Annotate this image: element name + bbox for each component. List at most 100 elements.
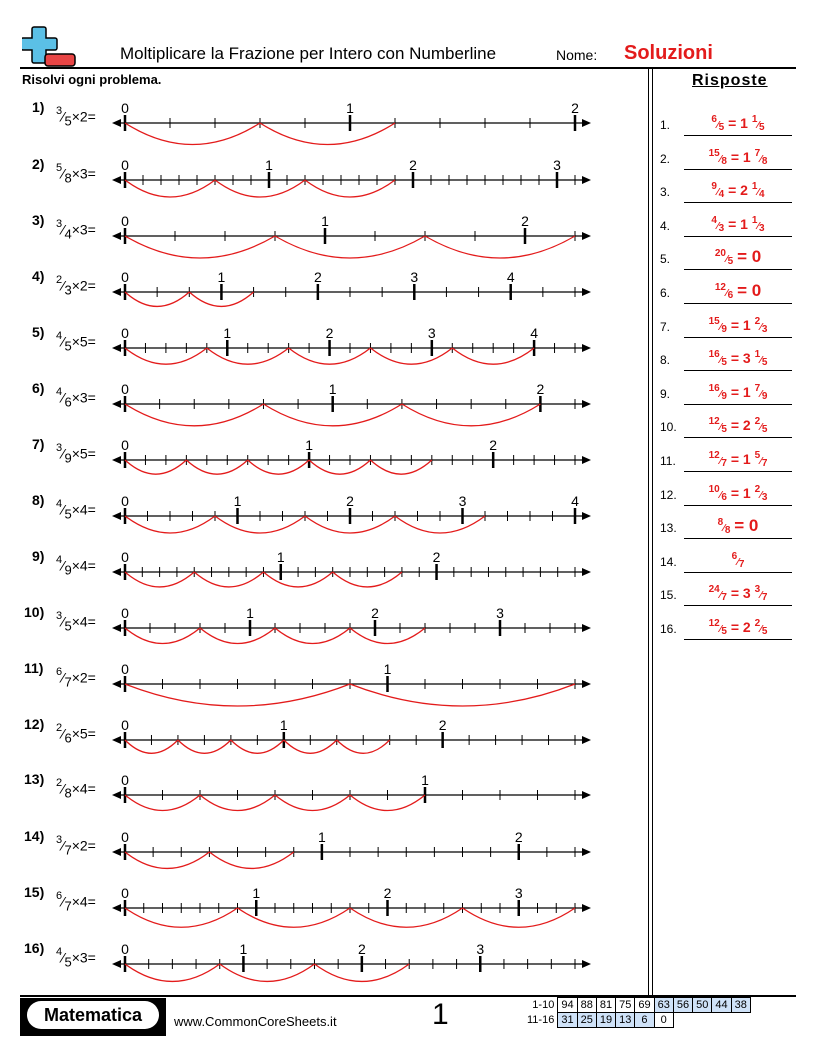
answer-number: 15. bbox=[660, 588, 677, 603]
answer-number: 16. bbox=[660, 622, 677, 636]
number-line: 0 1 2 bbox=[112, 381, 591, 427]
svg-text:3: 3 bbox=[428, 325, 436, 341]
svg-text:3: 3 bbox=[515, 885, 523, 901]
score-cell: 50 bbox=[692, 997, 713, 1013]
problem-number: 3) bbox=[32, 212, 45, 228]
denominator: 3 bbox=[64, 282, 72, 298]
answer-number: 2. bbox=[660, 151, 671, 166]
svg-text:3: 3 bbox=[496, 605, 504, 621]
svg-text:2: 2 bbox=[536, 381, 544, 397]
multiplier: ×3= bbox=[71, 221, 96, 238]
answer-row: 11. 12⁄7 = 1 5⁄7 bbox=[660, 438, 792, 472]
numerator: 3 bbox=[56, 218, 63, 230]
numerator: 3 bbox=[56, 610, 63, 622]
problem-expression: 3⁄9×5= bbox=[56, 442, 96, 466]
svg-text:0: 0 bbox=[121, 437, 129, 453]
answer-line bbox=[684, 605, 792, 607]
problem-expression: 6⁄7×4= bbox=[56, 890, 96, 914]
number-line: 0 1 2 bbox=[112, 437, 591, 475]
denominator: 5 bbox=[64, 113, 72, 129]
denominator: 4 bbox=[64, 226, 72, 242]
problem-expression: 4⁄5×5= bbox=[56, 330, 96, 354]
score-table: 1-10 94 88 81 75 69 63 56 50 44 38 11-16 31 25 19 13 6 0 bbox=[524, 997, 751, 1028]
svg-text:0: 0 bbox=[121, 213, 129, 229]
score-cell: 94 bbox=[557, 997, 578, 1013]
problem-expression: 2⁄6×5= bbox=[56, 722, 96, 746]
svg-text:0: 0 bbox=[121, 549, 129, 565]
svg-text:2: 2 bbox=[358, 941, 366, 957]
answer-row: 5. 20⁄5 = 0 bbox=[660, 236, 792, 271]
name-label: Nome: bbox=[556, 47, 598, 63]
answer-row: 12. 10⁄6 = 1 2⁄3 bbox=[660, 472, 792, 506]
numerator: 4 bbox=[56, 554, 63, 566]
answer-line bbox=[684, 639, 792, 640]
answer-number: 4. bbox=[660, 218, 671, 233]
denominator: 9 bbox=[64, 450, 72, 466]
multiplier: ×4= bbox=[71, 893, 96, 910]
answer-value: 15⁄8 = 1 7⁄8 bbox=[708, 147, 768, 167]
svg-text:1: 1 bbox=[329, 381, 337, 397]
problem-expression: 4⁄5×4= bbox=[56, 498, 96, 522]
multiplier: ×3= bbox=[71, 949, 96, 966]
numerator: 6 bbox=[56, 890, 63, 902]
problem-number: 14) bbox=[24, 828, 45, 844]
numerator: 5 bbox=[56, 162, 63, 174]
problem-expression: 4⁄6×3= bbox=[56, 386, 96, 410]
svg-text:1: 1 bbox=[280, 717, 288, 733]
problem-expression: 5⁄8×3= bbox=[56, 162, 96, 186]
number-line: 0 1 2 3 bbox=[112, 605, 591, 645]
answer-value: 8⁄8 = 0 bbox=[717, 516, 759, 537]
answer-line bbox=[684, 571, 792, 573]
problem-number: 4) bbox=[32, 268, 45, 284]
answer-row: 13. 8⁄8 = 0 bbox=[660, 505, 792, 540]
problem-number: 7) bbox=[32, 436, 45, 452]
number-line: 0 1 2 3 bbox=[112, 941, 591, 982]
numerator: 6 bbox=[56, 666, 63, 678]
answer-number: 10. bbox=[660, 420, 677, 435]
svg-text:2: 2 bbox=[515, 829, 523, 845]
svg-text:1: 1 bbox=[252, 885, 260, 901]
denominator: 6 bbox=[64, 394, 72, 410]
numerator: 4 bbox=[56, 330, 63, 342]
svg-text:4: 4 bbox=[530, 325, 538, 341]
multiplier: ×5= bbox=[71, 725, 96, 742]
score-cell: 0 bbox=[653, 1012, 674, 1028]
numerator: 2 bbox=[56, 274, 63, 286]
problem-number: 10) bbox=[24, 604, 45, 620]
answer-row: 1. 6⁄5 = 1 1⁄5 bbox=[660, 102, 792, 136]
denominator: 8 bbox=[64, 170, 72, 186]
svg-text:1: 1 bbox=[305, 437, 313, 453]
answer-number: 14. bbox=[660, 554, 677, 569]
score-range-label: 11-16 bbox=[527, 1014, 555, 1026]
answer-value: 24⁄7 = 3 3⁄7 bbox=[708, 584, 768, 604]
multiplier: ×2= bbox=[71, 837, 96, 854]
denominator: 7 bbox=[64, 842, 72, 858]
score-cell: 63 bbox=[653, 997, 674, 1013]
answer-number: 6. bbox=[660, 286, 671, 300]
score-cell: 81 bbox=[595, 997, 617, 1013]
svg-text:1: 1 bbox=[384, 661, 392, 677]
score-cell: 19 bbox=[595, 1012, 617, 1028]
svg-text:4: 4 bbox=[571, 493, 579, 509]
problem-expression: 2⁄8×4= bbox=[56, 777, 96, 801]
multiplier: ×4= bbox=[71, 780, 96, 797]
number-line: 0 1 2 bbox=[112, 100, 591, 146]
problem-expression: 2⁄3×2= bbox=[56, 274, 96, 298]
answer-number: 5. bbox=[660, 252, 671, 267]
problem-number: 11) bbox=[24, 660, 44, 676]
denominator: 7 bbox=[64, 674, 72, 690]
site-url: www.CommonCoreSheets.it bbox=[174, 1014, 337, 1029]
score-cell: 6 bbox=[634, 1012, 655, 1028]
svg-text:0: 0 bbox=[121, 941, 129, 957]
problem-expression: 3⁄5×2= bbox=[56, 105, 96, 129]
numerator: 4 bbox=[56, 498, 63, 510]
denominator: 5 bbox=[64, 338, 72, 354]
denominator: 5 bbox=[64, 506, 72, 522]
denominator: 7 bbox=[64, 898, 72, 914]
answer-value: 6⁄5 = 1 1⁄5 bbox=[711, 114, 765, 133]
answer-line bbox=[684, 168, 792, 170]
denominator: 5 bbox=[64, 954, 72, 970]
brand-label: Matematica bbox=[27, 1001, 159, 1029]
problem-number: 12) bbox=[24, 716, 45, 732]
